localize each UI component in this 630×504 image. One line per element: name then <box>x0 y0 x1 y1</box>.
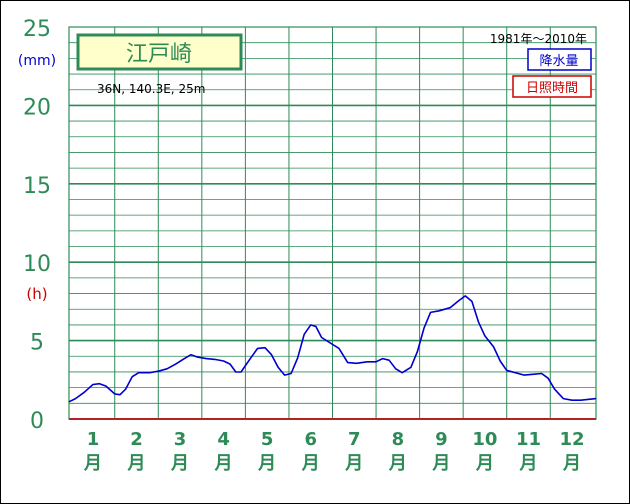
x-tick-label: 2 <box>130 429 143 450</box>
x-tick-unit: 月 <box>431 453 450 474</box>
legend-precipitation-box <box>527 48 592 71</box>
x-tick-label: 12 <box>560 429 585 450</box>
y-tick-label: 10 <box>23 252 51 277</box>
x-tick-label: 4 <box>217 429 230 450</box>
y-tick-label: 20 <box>23 95 51 120</box>
period-label: 1981年〜2010年 <box>490 32 587 46</box>
x-tick-label: 7 <box>348 429 361 450</box>
x-tick-unit: 月 <box>83 453 102 474</box>
y-right-unit-label: (h) <box>26 285 47 303</box>
y-tick-label: 25 <box>23 17 51 42</box>
station-location: 36N, 140.3E, 25m <box>97 82 205 96</box>
station-name-box <box>76 33 243 71</box>
legend-sunshine-box <box>512 75 592 98</box>
x-tick-label: 10 <box>472 429 497 450</box>
precipitation-line <box>68 295 597 403</box>
x-tick-label: 3 <box>174 429 187 450</box>
x-tick-unit: 月 <box>475 453 494 474</box>
x-tick-label: 9 <box>435 429 448 450</box>
y-left-unit-label: (mm) <box>18 53 56 69</box>
x-tick-unit: 月 <box>301 453 320 474</box>
x-tick-unit: 月 <box>214 453 233 474</box>
x-tick-unit: 月 <box>257 453 276 474</box>
x-tick-label: 1 <box>87 429 100 450</box>
series-layer <box>68 295 597 420</box>
y-tick-label: 0 <box>30 409 44 434</box>
y-tick-labels: 0 5 10 15 20 25 <box>23 17 51 434</box>
y-tick-label: 15 <box>23 174 51 199</box>
x-tick-label: 6 <box>304 429 317 450</box>
x-tick-unit: 月 <box>388 453 407 474</box>
x-tick-label: 11 <box>516 429 541 450</box>
grid <box>68 26 597 420</box>
x-tick-unit: 月 <box>127 453 146 474</box>
x-tick-unit: 月 <box>344 453 363 474</box>
x-tick-unit: 月 <box>562 453 581 474</box>
y-tick-label: 5 <box>30 331 44 356</box>
legend-precipitation: 降水量 <box>539 54 578 69</box>
legend-sunshine: 日照時間 <box>526 81 578 96</box>
x-tick-label: 5 <box>261 429 274 450</box>
x-tick-unit: 月 <box>170 453 189 474</box>
x-tick-unit: 月 <box>518 453 537 474</box>
x-tick-label: 8 <box>392 429 405 450</box>
station-name: 江戸崎 <box>126 42 192 67</box>
x-tick-labels: 1 月 2 月 3 月 4 月 5 月 6 月 7 月 8 月 9 月 10 月 11 月 12 月 <box>83 429 585 474</box>
